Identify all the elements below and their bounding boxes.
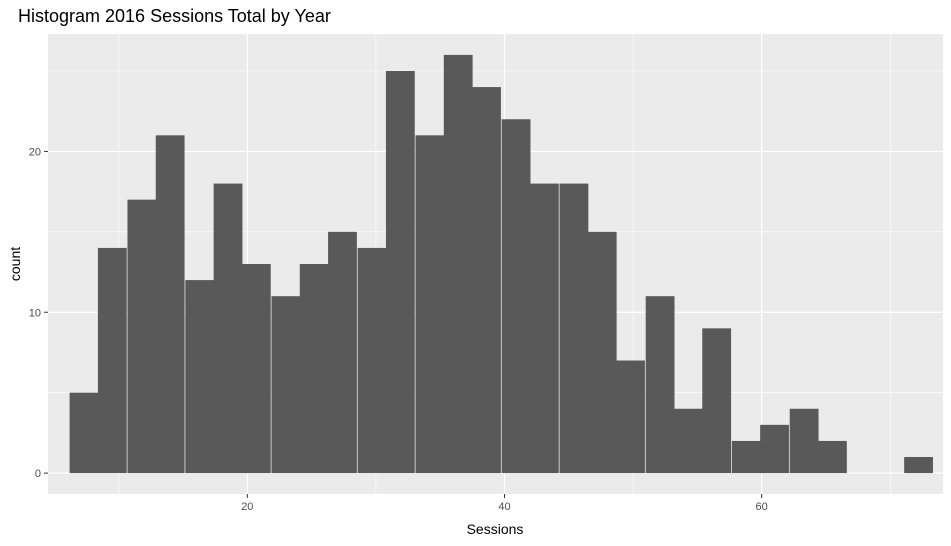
histogram-bar <box>529 183 559 474</box>
histogram-bar <box>472 87 501 474</box>
histogram-bar <box>241 264 271 474</box>
x-tick-label: 20 <box>241 501 253 513</box>
y-axis-ticks: 0 10 20 <box>29 146 48 480</box>
y-tick-label: 10 <box>29 307 41 319</box>
histogram-bar <box>69 392 99 474</box>
histogram-bar <box>155 135 185 474</box>
histogram-bar <box>587 231 617 474</box>
x-tick-label: 60 <box>756 501 768 513</box>
x-axis-label: Sessions <box>467 521 524 537</box>
x-tick-label: 40 <box>498 501 510 513</box>
histogram-bar <box>616 360 645 474</box>
histogram-bar <box>299 264 329 474</box>
y-tick-label: 20 <box>29 146 41 158</box>
histogram-bar <box>559 183 589 474</box>
histogram-bar <box>501 119 531 474</box>
y-axis-label: count <box>7 247 23 281</box>
histogram-bar <box>673 408 703 474</box>
histogram-bar <box>97 247 127 474</box>
histogram-bar <box>415 135 445 474</box>
histogram-bar <box>213 183 243 474</box>
chart-title: Histogram 2016 Sessions Total by Year <box>18 6 331 26</box>
histogram-bar <box>904 457 933 474</box>
histogram-bar <box>702 328 732 474</box>
y-tick-label: 0 <box>35 468 41 480</box>
histogram-bar <box>818 440 847 474</box>
histogram-bar <box>443 54 473 474</box>
histogram-bar <box>328 231 357 474</box>
histogram-bar <box>789 408 819 474</box>
histogram-bar <box>185 280 215 474</box>
x-axis-ticks: 20 40 60 <box>241 494 768 513</box>
histogram-bar <box>731 440 761 474</box>
histogram-bar <box>385 70 415 474</box>
histogram-bar <box>645 296 675 474</box>
histogram-bar <box>271 296 301 474</box>
histogram-bar <box>357 247 387 474</box>
histogram-bar <box>760 424 789 474</box>
histogram-bars <box>69 54 933 474</box>
histogram-bar <box>127 199 157 474</box>
